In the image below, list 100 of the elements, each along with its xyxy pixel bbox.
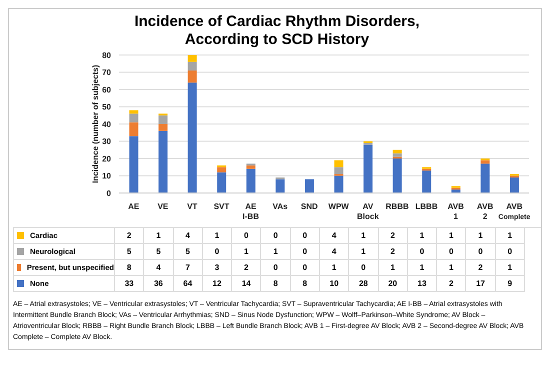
- bar: [392, 153, 402, 157]
- x-tick-label: WPW: [328, 202, 350, 211]
- bar: [129, 110, 138, 114]
- bar: [334, 176, 344, 193]
- bar: [158, 130, 168, 193]
- data-label: 1: [437, 260, 466, 276]
- data-label: 1: [466, 228, 496, 244]
- y-axis-title: Incidence (number of subjects): [90, 64, 100, 184]
- bar: [392, 158, 402, 193]
- x-tick-label: AVB 2: [476, 202, 494, 221]
- data-label: 14: [232, 276, 262, 292]
- data-label: 0: [408, 244, 438, 260]
- data-label: 0: [349, 260, 379, 276]
- bar: [304, 179, 314, 193]
- data-label: 64: [174, 276, 203, 292]
- data-label: 0: [437, 244, 466, 260]
- data-label: 5: [174, 244, 203, 260]
- bar: [129, 122, 138, 136]
- data-label: 4: [320, 244, 350, 260]
- data-label: 0: [232, 228, 262, 244]
- data-label: 4: [144, 260, 174, 276]
- data-label: 9: [496, 276, 525, 292]
- data-label: 2: [232, 260, 262, 276]
- data-label: 17: [466, 276, 496, 292]
- bar: [246, 168, 256, 193]
- bar: [334, 167, 344, 174]
- data-label: 4: [174, 228, 203, 244]
- data-label: 2: [378, 228, 408, 244]
- x-tick-label: AVB 1: [448, 202, 464, 221]
- data-label: 12: [202, 276, 232, 292]
- data-label: 0: [202, 244, 232, 260]
- data-label: 0: [466, 244, 496, 260]
- data-label: 1: [496, 228, 525, 244]
- bar: [188, 70, 197, 83]
- data-label: 0: [290, 244, 320, 260]
- data-label: 2: [437, 276, 466, 292]
- y-tick-label: 80: [102, 50, 112, 60]
- y-tick-label: 0: [106, 188, 112, 198]
- data-label: 1: [320, 260, 350, 276]
- bar: [364, 144, 373, 193]
- data-label: 0: [290, 260, 320, 276]
- data-label: 1: [144, 228, 174, 244]
- y-tick-label: 60: [102, 85, 112, 94]
- x-tick-label: SVT: [214, 202, 230, 211]
- bar: [188, 62, 197, 71]
- data-label: 1: [349, 228, 379, 244]
- bar: [188, 82, 197, 193]
- x-tick-label: LBBB: [415, 202, 438, 211]
- bar: [129, 136, 138, 193]
- bar: [480, 160, 490, 164]
- x-tick-label: AV Block: [357, 202, 380, 221]
- data-label: 1: [437, 228, 466, 244]
- bar: [334, 160, 344, 168]
- x-tick-label: RBBB: [386, 202, 409, 211]
- data-label: 1: [232, 244, 262, 260]
- data-label: 4: [320, 228, 350, 244]
- data-label: 0: [496, 244, 525, 260]
- data-label: 8: [115, 260, 144, 276]
- bar: [158, 124, 168, 131]
- data-label: 3: [202, 260, 232, 276]
- data-label: 1: [349, 244, 379, 260]
- bar: [129, 114, 138, 122]
- y-tick-label: 70: [102, 68, 112, 78]
- data-label: 33: [115, 276, 144, 292]
- data-label: 1: [408, 260, 438, 276]
- bar: [422, 170, 432, 193]
- bar: [188, 55, 197, 62]
- data-label: 2: [378, 244, 408, 260]
- x-tick-label: VE: [158, 202, 169, 211]
- data-label: 20: [378, 276, 408, 292]
- x-tick-label: AE: [128, 202, 140, 211]
- data-label: 8: [261, 276, 291, 292]
- data-label: 0: [261, 260, 291, 276]
- data-label: 5: [115, 244, 144, 260]
- x-tick-label: SND: [300, 202, 318, 211]
- data-label: 5: [144, 244, 174, 260]
- y-tick-label: 50: [102, 102, 112, 112]
- data-label: 13: [408, 276, 438, 292]
- data-label: 36: [144, 276, 174, 292]
- x-tick-label: VT: [187, 202, 198, 211]
- data-label: 1: [261, 244, 291, 260]
- bar: [510, 177, 519, 193]
- bar: [246, 165, 256, 169]
- y-tick-label: 40: [102, 120, 112, 129]
- bar: [217, 167, 226, 172]
- y-tick-label: 30: [102, 137, 112, 146]
- data-label: 2: [466, 260, 496, 276]
- data-label: 0: [261, 228, 291, 244]
- x-tick-label: VAs: [272, 202, 288, 211]
- data-label: 1: [496, 260, 525, 276]
- data-label: 10: [320, 276, 350, 292]
- x-tick-label: AE I-BB: [242, 202, 260, 221]
- chart-title: Incidence of Cardiac Rhythm Disorders, According to SCD History: [133, 13, 421, 49]
- data-label: 1: [408, 228, 438, 244]
- y-tick-label: 20: [102, 154, 112, 164]
- data-label: 8: [290, 276, 320, 292]
- data-label: 0: [290, 228, 320, 244]
- data-label: 1: [378, 260, 408, 276]
- bar: [392, 150, 402, 154]
- data-label: 28: [349, 276, 379, 292]
